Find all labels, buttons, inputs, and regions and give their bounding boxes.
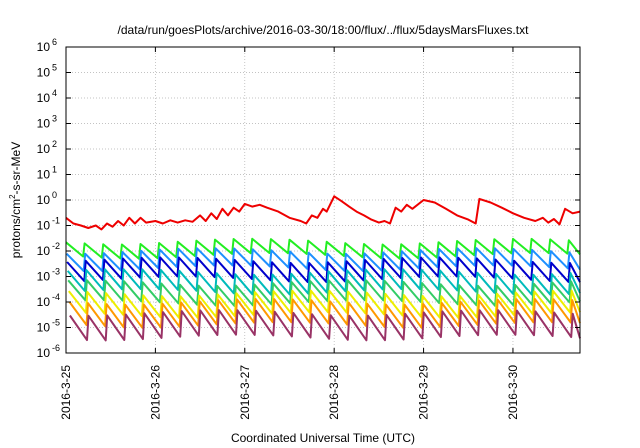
y-tick-exponent: -4 <box>52 292 60 302</box>
series-line-2 <box>65 237 581 260</box>
x-tick-label: 2016-3-29 <box>417 365 431 420</box>
x-tick-label: 2016-3-26 <box>148 365 162 420</box>
y-tick-label: 10 <box>37 117 51 131</box>
series-layer <box>65 195 581 342</box>
y-tick-label: 10 <box>37 346 51 360</box>
y-axis-label-post: -s-sr-MeV <box>9 142 23 195</box>
y-tick-label: 10 <box>37 219 51 233</box>
y-tick-exponent: 4 <box>52 88 57 98</box>
y-tick-label: 10 <box>37 66 51 80</box>
x-tick-label: 2016-3-30 <box>506 365 520 420</box>
y-tick-label: 10 <box>37 193 51 207</box>
y-tick-label: 10 <box>37 142 51 156</box>
series-line-9 <box>69 309 581 342</box>
y-tick-exponent: -5 <box>52 318 60 328</box>
x-tick-label: 2016-3-25 <box>59 365 73 420</box>
grid-lines <box>66 47 580 353</box>
y-tick-label: 10 <box>37 295 51 309</box>
y-tick-exponent: -2 <box>52 241 60 251</box>
y-tick-label: 10 <box>37 91 51 105</box>
series-line-6 <box>67 279 581 307</box>
series-line-7 <box>68 289 581 319</box>
y-tick-exponent: 3 <box>52 114 57 124</box>
x-tick-label: 2016-3-27 <box>238 365 252 420</box>
y-tick-label: 10 <box>37 168 51 182</box>
series-line-5 <box>66 268 581 296</box>
series-line-1 <box>65 195 581 231</box>
y-tick-exponent: 2 <box>52 139 57 149</box>
y-tick-exponent: -3 <box>52 267 60 277</box>
x-axis-label: Coordinated Universal Time (UTC) <box>231 431 415 445</box>
y-tick-exponent: -1 <box>52 216 60 226</box>
x-tick-label: 2016-3-28 <box>327 365 341 420</box>
y-tick-exponent: 5 <box>52 63 57 73</box>
y-tick-label: 10 <box>37 40 51 54</box>
series-line-4 <box>66 256 581 284</box>
series-line-3 <box>65 247 581 273</box>
y-tick-label: 10 <box>37 321 51 335</box>
y-axis: 10 -610 -510 -410 -310 -210 -110 010 110 210 310 41… <box>37 37 580 360</box>
y-tick-exponent: -6 <box>52 343 60 353</box>
series-line-8 <box>68 298 581 329</box>
y-axis-label-sup: 2 <box>8 194 17 199</box>
y-tick-label: 10 <box>37 270 51 284</box>
y-tick-exponent: 0 <box>52 190 57 200</box>
x-axis: 2016-3-25 2016-3-26 2016-3-27 2016-3-28 2016… <box>59 47 520 420</box>
y-axis-label: protons/cm2-s-sr-MeV <box>8 142 23 258</box>
y-tick-exponent: 6 <box>52 37 57 47</box>
chart-title: /data/run/goesPlots/archive/2016-03-30/1… <box>118 23 530 37</box>
y-tick-exponent: 1 <box>52 165 57 175</box>
y-tick-label: 10 <box>37 244 51 258</box>
y-axis-label-pre: protons/cm <box>9 199 23 258</box>
